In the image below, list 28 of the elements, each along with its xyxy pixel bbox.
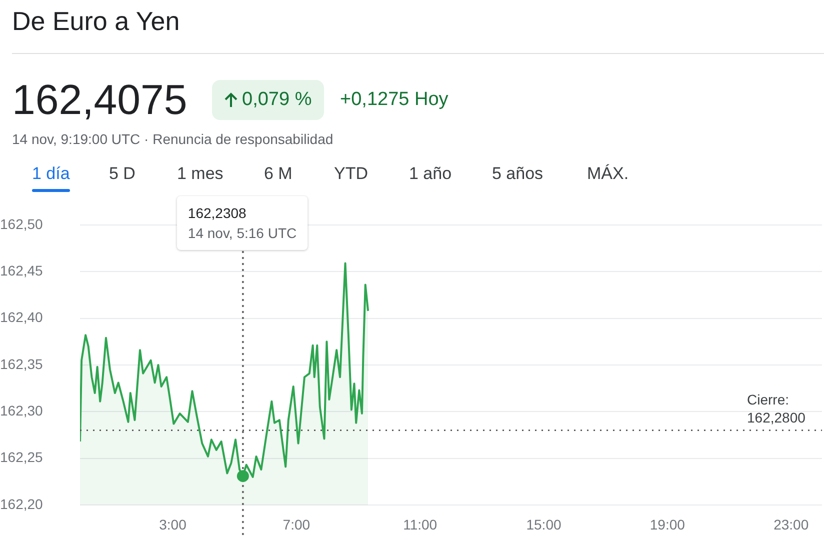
text: 1 día xyxy=(32,164,70,184)
text: 5 D xyxy=(109,164,136,184)
text: 1 mes xyxy=(177,164,224,184)
text: +0,1275 Hoy xyxy=(340,89,448,111)
text: YTD xyxy=(334,164,368,184)
text: 14 nov, 9:19:00 UTC · Renuncia de responsabilidad xyxy=(12,131,334,147)
x-tick-label: 23:00 xyxy=(774,516,809,532)
x-tick-label: 11:00 xyxy=(403,516,438,532)
y-tick-label: 162,25 xyxy=(0,449,44,466)
x-tick-label: 7:00 xyxy=(282,516,310,532)
y-tick-label: 162,40 xyxy=(0,309,44,326)
text: 1 año xyxy=(409,164,452,184)
ref-line-label: Cierre: 162,2800 xyxy=(747,391,806,426)
x-tick-label: 15:00 xyxy=(526,516,562,532)
y-tick-label: 162,20 xyxy=(0,496,44,512)
text: 5 años xyxy=(492,164,544,184)
y-tick-label: 162,35 xyxy=(0,356,44,372)
text: 6 M xyxy=(264,164,292,184)
annotation: 162,2308 14 nov, 5:16 UTC xyxy=(188,205,297,241)
text: MÁX. xyxy=(587,164,629,184)
y-tick-label: 162,30 xyxy=(0,402,44,419)
text: 162,4075 xyxy=(12,76,188,124)
chart-title: De Euro a Yen xyxy=(12,6,180,37)
y-tick-label: 162,50 xyxy=(0,216,44,232)
y-tick-label: 162,45 xyxy=(0,262,44,279)
x-tick-label: 3:00 xyxy=(159,516,187,532)
x-tick-label: 19:00 xyxy=(650,516,686,532)
text: 0,079 % xyxy=(242,89,312,111)
